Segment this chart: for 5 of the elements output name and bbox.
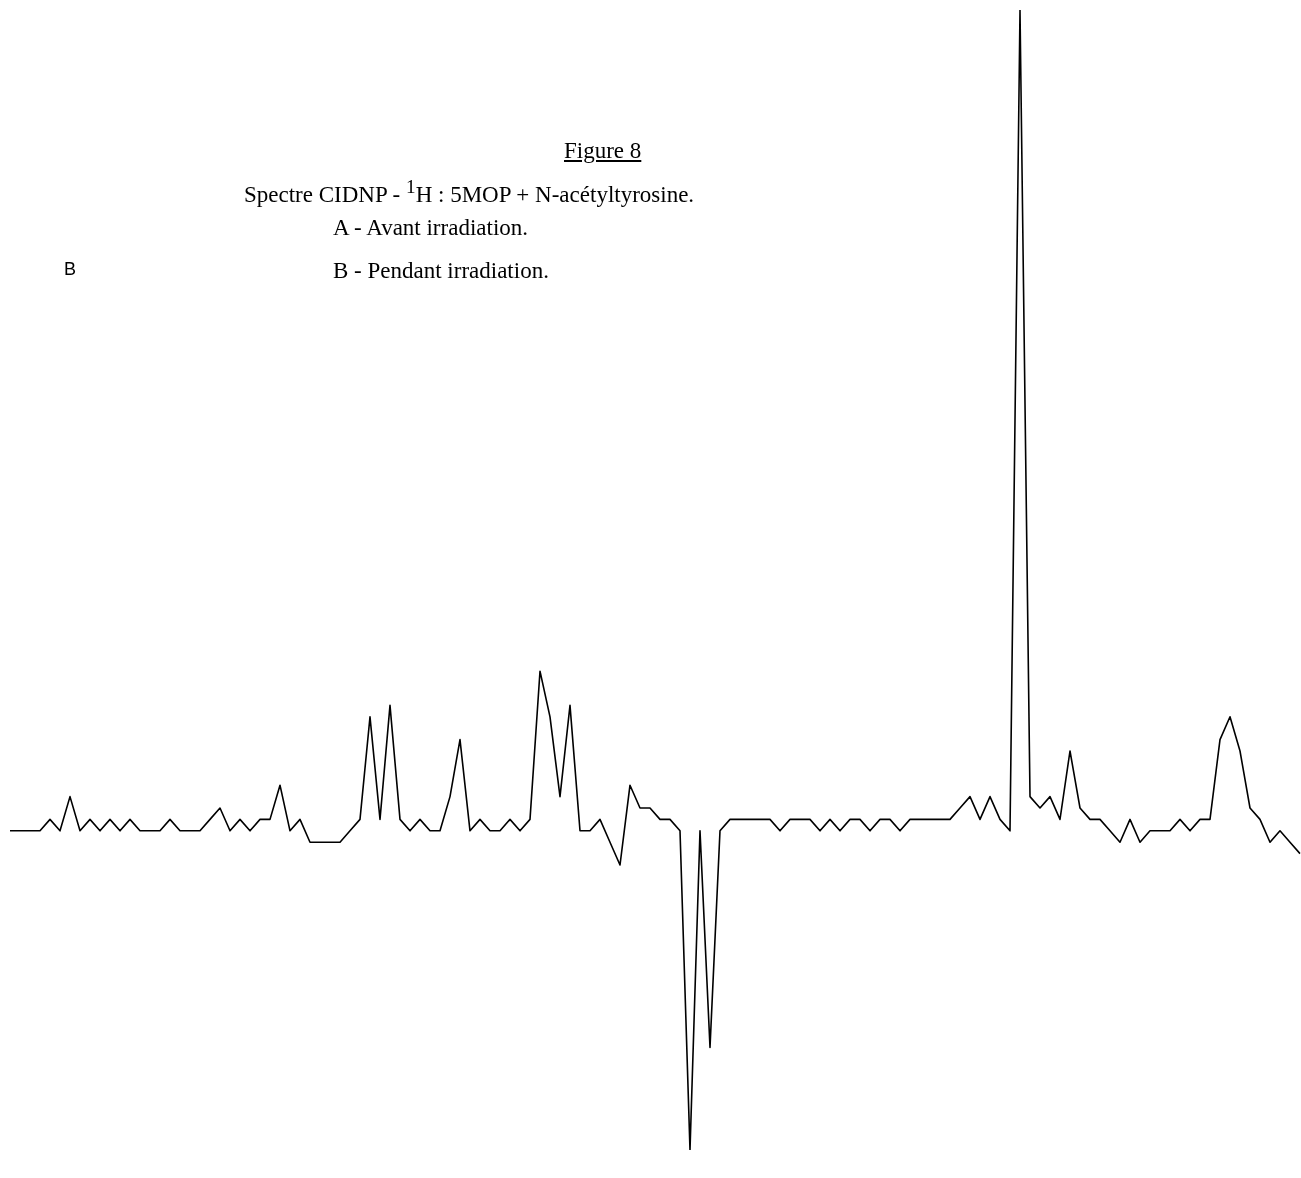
text: Figure 8 [564, 138, 642, 164]
text: Spectre CIDNP - $^{1}$H : 5MOP + N-acétyltyrosine. [244, 176, 695, 208]
annotation: B [64, 259, 77, 280]
annotation: A - Avant irradiation. [333, 215, 529, 241]
annotation: B - Pendant irradiation. [333, 258, 549, 284]
